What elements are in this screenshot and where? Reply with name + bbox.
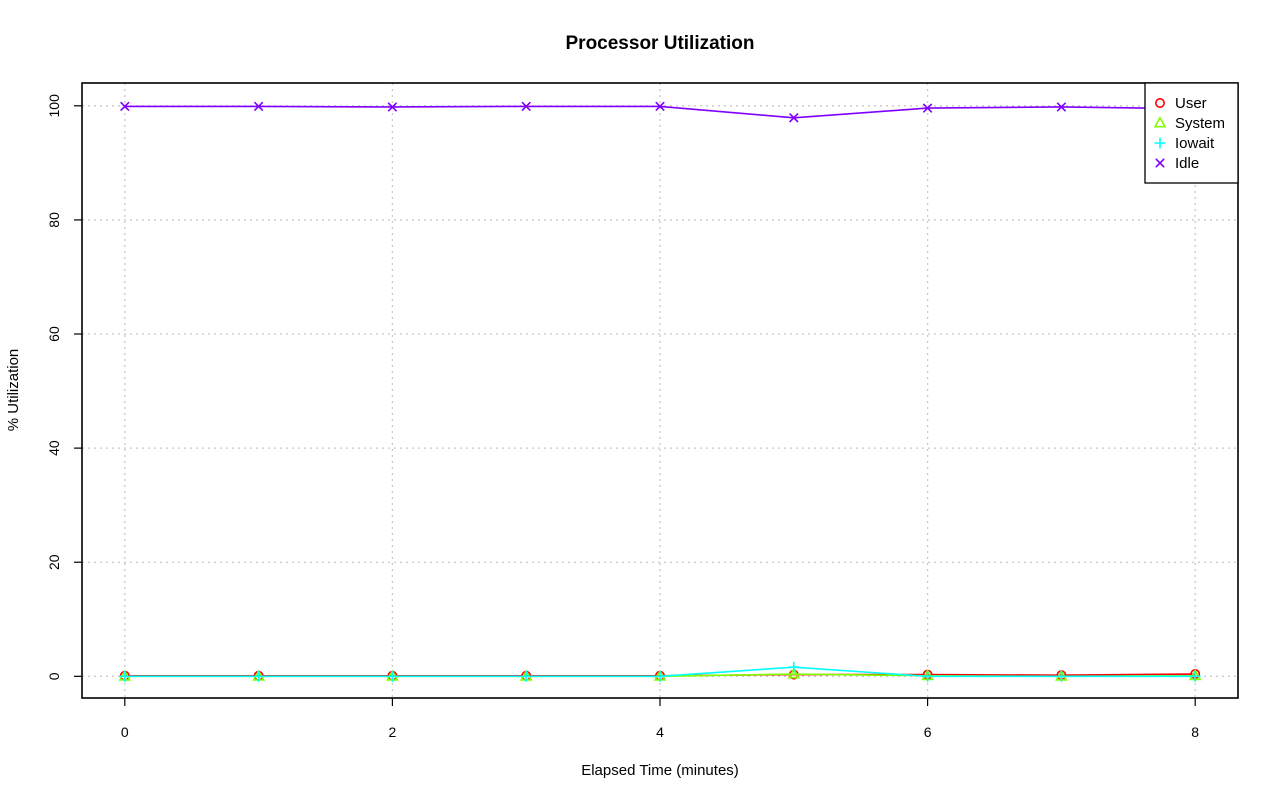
data-point-iowait [1055, 670, 1067, 682]
x-tick-label: 4 [656, 724, 664, 740]
data-point-iowait [386, 670, 398, 682]
legend-marker-idle [1155, 158, 1165, 168]
x-tick-label: 8 [1191, 724, 1199, 740]
data-point-idle [521, 101, 531, 112]
x-axis: 0 2 4 6 8 [121, 698, 1199, 740]
y-axis-label: % Utilization [5, 349, 22, 432]
data-point-idle [655, 101, 665, 112]
y-tick-label: 80 [46, 212, 62, 228]
legend-label-user: User [1175, 95, 1207, 112]
series-iowait [119, 661, 1201, 682]
legend-box [1144, 82, 1239, 184]
data-point-system [787, 667, 801, 679]
legend-marker-system [1153, 116, 1167, 128]
data-point-iowait [119, 670, 131, 682]
legend-marker-user [1155, 98, 1166, 109]
grid [82, 83, 1238, 698]
data-point-idle [922, 103, 933, 113]
legend-label-iowait: Iowait [1175, 135, 1215, 152]
data-point-idle [789, 113, 799, 123]
x-tick-label: 0 [121, 724, 129, 740]
y-tick-label: 100 [46, 94, 62, 118]
y-axis: 0 20 40 60 80 100 [46, 94, 82, 680]
data-point-iowait [788, 661, 800, 673]
data-point-idle [387, 102, 398, 112]
x-tick-label: 2 [389, 724, 397, 740]
x-tick-label: 6 [924, 724, 932, 740]
data-point-iowait [253, 670, 265, 682]
y-tick-label: 40 [46, 440, 62, 456]
data-point-iowait [1189, 670, 1201, 682]
chart-title: Processor Utilization [566, 33, 755, 54]
data-point-iowait [520, 670, 532, 682]
data-point-iowait [654, 670, 666, 682]
data-point-idle [253, 101, 264, 112]
y-tick-label: 0 [46, 672, 62, 680]
y-tick-label: 20 [46, 554, 62, 570]
legend-label-idle: Idle [1175, 155, 1199, 172]
legend-marker-iowait [1154, 137, 1166, 149]
y-tick-label: 60 [46, 326, 62, 342]
legend: User System Iowait Idle [1144, 82, 1239, 184]
series-layer [118, 101, 1202, 682]
data-point-idle [1056, 102, 1067, 112]
data-point-idle [120, 101, 130, 112]
data-point-iowait [922, 670, 934, 682]
legend-label-system: System [1175, 115, 1225, 132]
x-axis-label: Elapsed Time (minutes) [581, 762, 739, 779]
